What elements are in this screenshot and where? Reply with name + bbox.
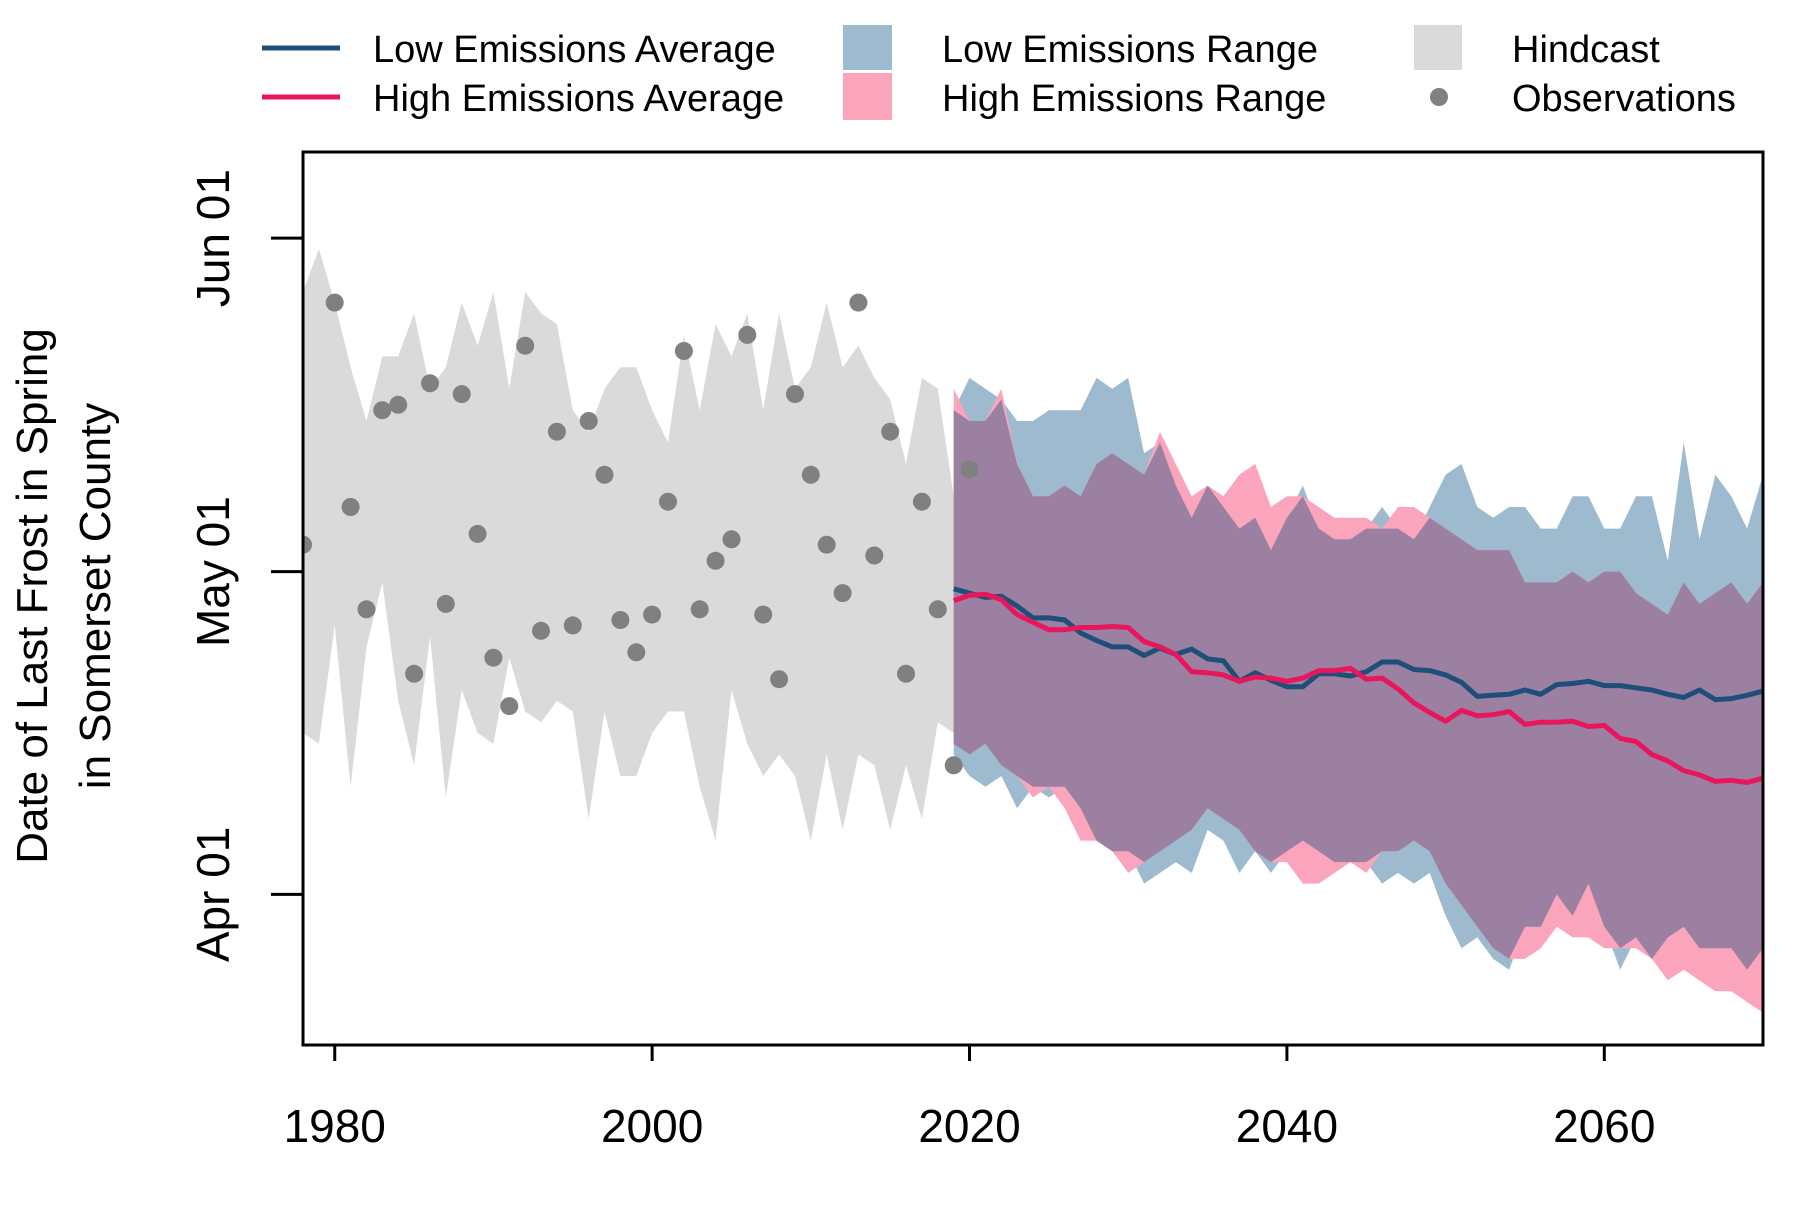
observation-point xyxy=(421,374,439,393)
observation-point xyxy=(547,422,566,441)
observation-point xyxy=(960,460,979,479)
x-tick-label: 2000 xyxy=(601,1100,703,1152)
observation-point xyxy=(849,293,868,312)
observation-point xyxy=(928,600,947,619)
legend-label-low-emissions-average: Low Emissions Average xyxy=(373,29,776,71)
observation-point xyxy=(500,697,519,716)
x-tick-label: 2040 xyxy=(1236,1100,1338,1152)
observation-point xyxy=(303,535,312,554)
observation-point xyxy=(563,616,582,635)
observation-point xyxy=(912,492,931,511)
observation-point xyxy=(754,605,773,624)
observation-point xyxy=(595,465,614,484)
legend-label-low-emissions-range: Low Emissions Range xyxy=(942,29,1318,71)
observation-point xyxy=(659,492,677,511)
legend-label-high-emissions-average: High Emissions Average xyxy=(373,78,784,120)
legend-key-hindcast xyxy=(1414,25,1462,70)
observation-point xyxy=(516,336,535,355)
x-tick-label: 2020 xyxy=(918,1100,1020,1152)
y-tick-label: Jun 01 xyxy=(187,169,239,307)
observation-point xyxy=(865,546,884,565)
x-tick-label: 1980 xyxy=(284,1100,386,1152)
observation-point xyxy=(532,621,550,640)
observation-point xyxy=(944,756,963,775)
legend-key-high-emissions-range xyxy=(843,73,892,120)
plot-frame xyxy=(301,150,1765,1047)
observation-point xyxy=(627,643,646,662)
legend: Low Emissions Average High Emissions Ave… xyxy=(262,25,1736,120)
observation-point xyxy=(690,600,709,619)
observation-point xyxy=(706,551,725,570)
observation-point xyxy=(801,465,820,484)
observation-point xyxy=(484,648,503,667)
y-tick-label: Apr 01 xyxy=(187,827,239,963)
observation-point xyxy=(833,584,852,603)
legend-label-hindcast: Hindcast xyxy=(1512,29,1660,71)
x-tick-label: 2060 xyxy=(1553,1100,1655,1152)
legend-key-low-emissions-range xyxy=(843,25,892,70)
observation-point xyxy=(389,395,408,414)
observation-point xyxy=(881,422,900,441)
hindcast-band xyxy=(303,248,954,841)
legend-label-observations: Observations xyxy=(1512,78,1736,120)
observation-point xyxy=(468,524,487,543)
observation-point xyxy=(786,385,804,404)
legend-label-high-emissions-range: High Emissions Range xyxy=(942,78,1326,120)
observation-point xyxy=(325,293,344,312)
observation-point xyxy=(770,670,789,689)
observation-point xyxy=(357,600,376,619)
observation-point xyxy=(897,664,915,683)
ranges-overlap-band xyxy=(953,399,1763,970)
observation-point xyxy=(452,385,471,404)
observation-point xyxy=(722,530,741,549)
observation-point xyxy=(436,594,455,613)
observation-point xyxy=(405,664,424,683)
observation-point xyxy=(611,611,630,629)
axes: 1980 2000 2020 2040 2060 Apr 01 May 01 Jun 01 xyxy=(187,169,1655,1152)
observation-point xyxy=(643,605,662,624)
y-tick-label: May 01 xyxy=(187,496,239,647)
y-axis-title: Date of Last Frost in Spring in Somerset… xyxy=(8,328,120,864)
observation-point xyxy=(817,535,836,554)
observation-point xyxy=(738,325,757,344)
observation-point xyxy=(674,342,693,360)
plot-area xyxy=(303,248,1763,1013)
observation-point xyxy=(579,412,598,430)
observation-point xyxy=(373,401,392,420)
legend-key-observations xyxy=(1430,88,1448,106)
y-axis-title-line-1: Date of Last Frost in Spring xyxy=(8,328,57,864)
y-axis-title-line-2: in Somerset County xyxy=(71,403,120,789)
observation-point xyxy=(341,498,360,516)
high-emissions-average-line xyxy=(952,591,1763,785)
